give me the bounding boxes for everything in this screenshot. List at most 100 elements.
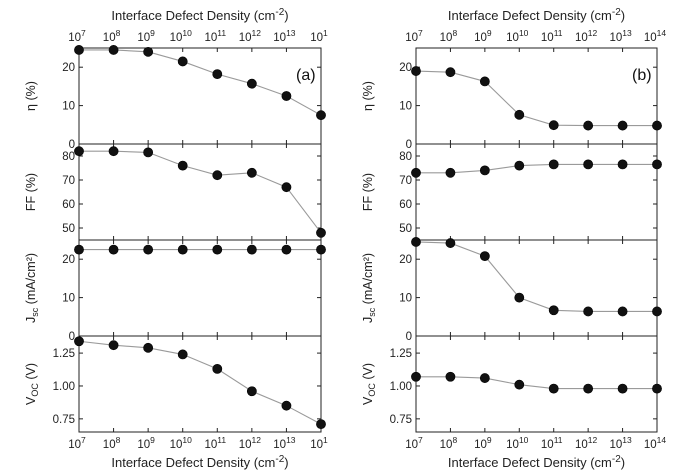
y-tick-label-eta-2: 20 [62,62,75,74]
x-tick-label-top-b-6: 1013 [609,28,632,44]
y-tick-label-ff-3: 80 [399,151,412,163]
data-point-eta-0 [411,66,421,76]
y-tick-label-jsc-0: 0 [406,331,412,343]
subplot-frame [78,239,322,337]
y-tick-label-ff-2: 70 [62,175,75,187]
y-tick-label-jsc-0: 0 [69,331,75,343]
subplot-frame [415,239,658,337]
subplot-b-ff: 50 60 70 80 [399,143,662,241]
data-point-jsc-1 [108,244,119,255]
data-point-eta-2 [143,46,154,57]
data-point-eta-3 [177,56,188,67]
data-point-jsc-2 [143,244,154,255]
series-line-ff [416,163,657,174]
panel-label-b: (b) [632,67,652,84]
y-tick-label-voc-0: 0.75 [390,414,412,426]
x-tick-label-top-a-4: 1011 [204,28,226,44]
y-tick-label-eta-2: 20 [399,62,412,74]
subplot-frame [415,335,658,433]
data-point-jsc-2 [479,251,490,262]
data-point-eta-3 [514,109,525,120]
y-tick-label-jsc-1: 10 [62,293,75,305]
x-tick-label-top-b-2: 109 [474,28,492,44]
x-tick-label-bottom-a-7: 101 [310,435,328,451]
x-tick-label-bottom-b-7: 1014 [644,435,667,451]
data-point-ff-1 [445,167,456,178]
x-tick-label-top-a-5: 1012 [239,28,262,44]
subplot-frame [415,143,658,241]
x-tick-label-top-a-6: 1013 [273,28,296,44]
data-point-ff-4 [212,170,223,181]
data-point-voc-6 [281,400,292,411]
data-point-voc-2 [143,342,154,353]
data-point-eta-0 [74,45,84,55]
data-point-voc-5 [246,386,257,397]
data-point-voc-3 [177,349,188,360]
data-point-ff-4 [548,159,559,170]
data-point-ff-6 [617,159,628,170]
y-tick-label-eta-0: 0 [69,139,75,151]
data-point-eta-6 [281,91,292,101]
data-point-jsc-5 [583,306,594,317]
y-axis-label-a-voc: VOC (V) [24,363,40,405]
x-tick-label-bottom-b-1: 108 [440,435,458,451]
series-line-ff [79,150,322,234]
series-line-voc [416,376,657,390]
data-point-eta-6 [617,120,628,131]
data-point-jsc-0 [74,244,84,255]
y-tick-label-ff-1: 60 [62,199,75,211]
data-point-voc-7 [316,419,326,430]
x-tick-label-top-b-4: 1011 [541,28,563,44]
data-point-jsc-4 [212,244,223,255]
data-point-voc-7 [652,383,662,394]
subplot-b-jsc: 0 10 20 [399,237,662,343]
x-tick-label-bottom-b-4: 1011 [541,435,563,451]
y-axis-label-b-ff: FF (%) [361,173,375,211]
data-point-eta-5 [246,78,257,89]
data-point-jsc-6 [281,244,292,255]
data-point-eta-7 [652,120,662,131]
data-point-ff-7 [652,159,662,170]
panel-label-a: (a) [296,67,316,84]
data-point-ff-5 [583,159,594,170]
x-tick-label-bottom-b-0: 107 [405,435,423,451]
data-point-jsc-4 [548,305,559,316]
data-point-voc-3 [514,379,525,390]
x-tick-label-bottom-a-5: 1012 [239,435,262,451]
x-tick-label-top-a-0: 107 [68,28,86,44]
x-tick-label-bottom-b-2: 109 [474,435,492,451]
series-line-jsc [415,241,657,312]
y-tick-label-eta-1: 10 [62,101,75,113]
x-tick-label-top-a-1: 108 [103,28,121,44]
y-tick-label-ff-0: 50 [399,223,412,235]
x-tick-label-top-a-3: 1010 [170,28,193,44]
y-tick-label-jsc-2: 20 [399,254,412,266]
data-point-eta-2 [479,76,490,87]
y-tick-label-voc-2: 1.25 [53,348,75,360]
y-axis-label-a-ff: FF (%) [24,173,38,211]
data-point-jsc-6 [617,306,628,317]
data-point-ff-5 [246,167,257,178]
x-tick-label-bottom-b-6: 1013 [609,435,632,451]
x-tick-label-bottom-b-5: 1012 [575,435,598,451]
data-point-eta-1 [108,45,119,55]
x-tick-label-top-b-1: 108 [440,28,458,44]
data-point-voc-6 [617,383,628,394]
data-point-jsc-3 [177,244,188,255]
data-point-voc-1 [108,340,119,351]
data-point-eta-1 [445,67,456,78]
y-tick-label-voc-1: 1.00 [53,381,75,393]
x-tick-label-bottom-a-6: 1013 [273,435,296,451]
x-tick-label-top-a-7: 101 [310,28,328,44]
data-point-voc-4 [212,363,223,374]
x-tick-label-top-b-7: 1014 [644,28,667,44]
data-point-eta-5 [583,120,594,131]
x-tick-label-bottom-a-2: 109 [137,435,155,451]
data-point-voc-5 [583,383,594,394]
x-axis-title-top-a: Interface Defect Density (cm-2) [111,7,288,23]
data-point-ff-2 [143,147,154,158]
subplot-a-ff: 50 60 70 80 [62,143,326,241]
data-point-eta-4 [548,120,559,131]
